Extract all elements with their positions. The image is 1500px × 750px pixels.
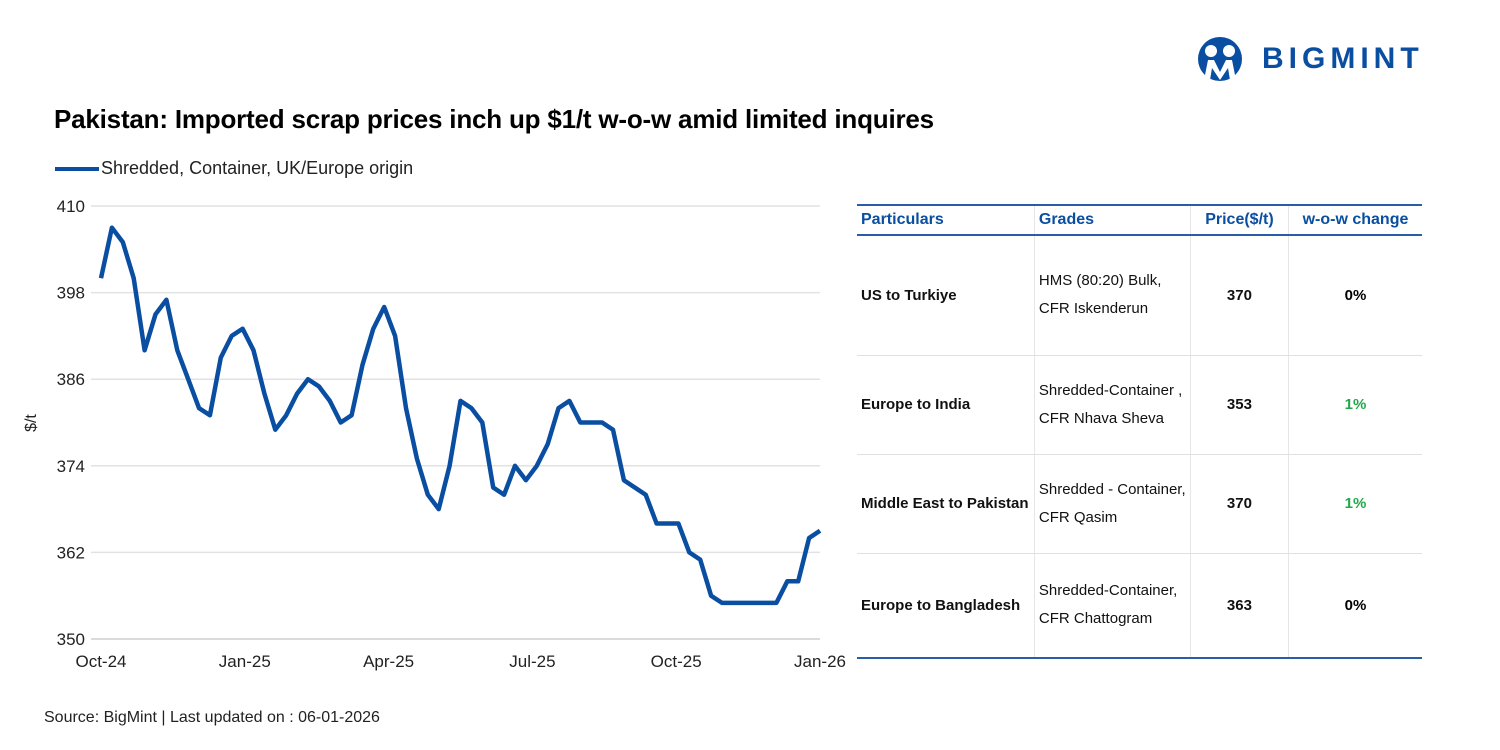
change-cell: 0%: [1287, 235, 1422, 356]
grade-line-1: HMS (80:20) Bulk,: [1038, 272, 1162, 290]
y-axis-label: $/t: [23, 414, 40, 432]
price-cell: 370: [1189, 454, 1289, 554]
grade-line-2: CFR Chattogram: [1038, 610, 1153, 628]
change-cell: 1%: [1287, 355, 1422, 455]
y-tick-label: 362: [57, 543, 85, 562]
price-cell: 370: [1189, 235, 1289, 356]
grade-cell: Shredded - Container, CFR Qasim: [1033, 454, 1191, 554]
x-tick-label: Oct-25: [651, 652, 702, 671]
header-particulars: Particulars: [857, 204, 1035, 236]
table-row: Middle East to Pakistan Shredded - Conta…: [857, 454, 1422, 554]
series-line: [98, 225, 822, 606]
legend-label: Shredded, Container, UK/Europe origin: [101, 158, 414, 178]
particular-cell: Middle East to Pakistan: [857, 454, 1035, 554]
grade-cell: Shredded-Container, CFR Chattogram: [1033, 553, 1191, 659]
grade-line-2: CFR Nhava Sheva: [1038, 409, 1164, 427]
table-row: US to Turkiye HMS (80:20) Bulk, CFR Isken…: [857, 235, 1422, 356]
table-row: Europe to Bangladesh Shredded-Container,…: [857, 553, 1422, 659]
header-wow-change: w-o-w change: [1287, 204, 1422, 236]
grade-cell: Shredded-Container , CFR Nhava Sheva: [1033, 355, 1191, 455]
change-cell: 0%: [1287, 553, 1422, 659]
line-chart: 350 362 374 386 398 410 Oct-24 Jan-25 Apr-25 Jul…: [23, 197, 846, 671]
x-tick-label: Jul-25: [509, 652, 555, 671]
particular-cell: Europe to Bangladesh: [857, 553, 1035, 659]
table-row: Europe to India Shredded-Container , CFR …: [857, 355, 1422, 455]
grade-line-1: Shredded-Container ,: [1038, 381, 1183, 399]
y-tick-label: 398: [57, 284, 85, 303]
header-grades: Grades: [1033, 204, 1191, 236]
grade-line-1: Shredded-Container,: [1038, 582, 1178, 600]
y-tick-label: 410: [57, 197, 85, 216]
legend: Shredded, Container, UK/Europe origin: [55, 158, 413, 179]
brand-name: BIGMINT: [1262, 42, 1424, 75]
grade-cell: HMS (80:20) Bulk, CFR Iskenderun: [1033, 235, 1191, 356]
grade-line-2: CFR Qasim: [1038, 508, 1118, 526]
chart-title: Pakistan: Imported scrap prices inch up …: [54, 104, 934, 134]
legend-swatch: [55, 166, 99, 171]
x-tick-label: Oct-24: [75, 652, 126, 671]
price-table: Particulars Grades Price($/t) w-o-w change …: [857, 204, 1422, 659]
source-note: Source: BigMint | Last updated on : 06-0…: [44, 709, 380, 726]
grade-line-2: CFR Iskenderun: [1038, 300, 1149, 318]
particular-cell: Europe to India: [857, 355, 1035, 455]
x-tick-label: Jan-26: [794, 652, 846, 671]
change-cell: 1%: [1287, 454, 1422, 554]
grade-line-1: Shredded - Container,: [1038, 480, 1186, 498]
price-cell: 363: [1189, 553, 1289, 659]
x-tick-label: Jan-25: [219, 652, 271, 671]
particular-cell: US to Turkiye: [857, 235, 1035, 356]
header-price: Price($/t): [1189, 204, 1289, 236]
bigmint-logo: BIGMINT: [1192, 36, 1424, 82]
x-tick-label: Apr-25: [363, 652, 414, 671]
price-cell: 353: [1189, 355, 1289, 455]
bigmint-emblem-icon: [1198, 37, 1242, 81]
y-tick-label: 350: [57, 630, 85, 649]
y-tick-label: 374: [57, 457, 85, 476]
y-tick-label: 386: [57, 370, 85, 389]
